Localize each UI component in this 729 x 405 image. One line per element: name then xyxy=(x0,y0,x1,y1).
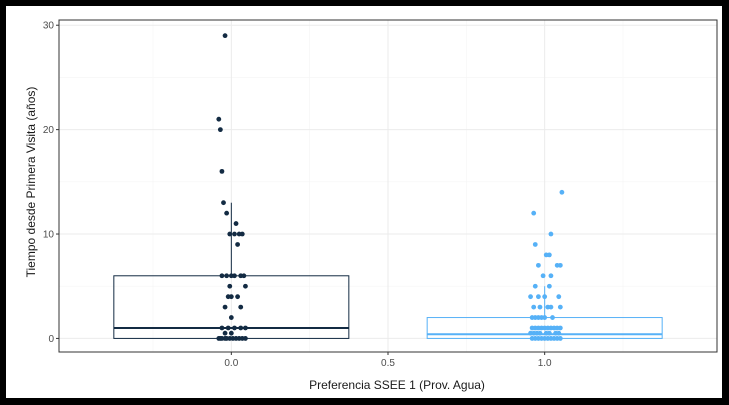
data-point xyxy=(232,325,237,331)
data-point xyxy=(537,304,543,310)
y-tick-label: 10 xyxy=(43,230,55,241)
x-tick-label: 0.5 xyxy=(381,358,395,369)
data-point xyxy=(222,304,228,310)
data-point xyxy=(557,336,563,341)
data-point xyxy=(224,210,230,216)
data-point xyxy=(222,33,228,39)
data-point xyxy=(224,273,230,279)
data-point xyxy=(221,200,226,206)
data-point xyxy=(238,304,244,310)
data-point xyxy=(239,231,245,237)
data-point xyxy=(216,116,222,122)
data-point xyxy=(556,330,562,336)
data-point xyxy=(243,325,248,331)
data-point xyxy=(241,273,247,279)
data-point xyxy=(243,336,248,341)
data-point xyxy=(243,283,248,289)
data-point xyxy=(228,330,234,336)
data-point xyxy=(531,210,537,216)
data-point xyxy=(550,315,555,320)
data-point xyxy=(232,231,237,237)
data-point xyxy=(217,127,223,133)
data-point xyxy=(225,325,231,331)
plot-background xyxy=(6,6,722,398)
data-point xyxy=(536,294,541,300)
data-point xyxy=(233,221,239,226)
data-point xyxy=(557,304,563,310)
data-point xyxy=(232,273,237,279)
data-point xyxy=(228,315,234,320)
data-point xyxy=(548,304,554,310)
data-point xyxy=(542,315,548,320)
axis-ticks: 0 10 20 30 0.0 0.5 1.0 xyxy=(43,21,552,369)
data-point xyxy=(537,330,543,336)
data-point xyxy=(546,283,552,289)
data-point xyxy=(219,325,225,331)
data-point xyxy=(227,231,233,237)
data-point xyxy=(235,242,241,247)
data-point xyxy=(531,304,537,310)
data-point xyxy=(542,294,548,300)
data-point xyxy=(557,262,563,268)
data-point xyxy=(235,294,241,300)
y-tick-label: 20 xyxy=(43,125,55,136)
data-point xyxy=(536,262,541,268)
data-point xyxy=(546,330,552,336)
y-tick-label: 0 xyxy=(48,334,54,345)
point-layer xyxy=(216,33,565,341)
data-point xyxy=(222,330,228,336)
data-point xyxy=(556,294,562,300)
data-point xyxy=(238,325,244,331)
data-point xyxy=(219,168,225,174)
data-point xyxy=(532,283,538,289)
data-point xyxy=(548,231,554,237)
y-axis-title: Tiempo desde Primera Visita (años) xyxy=(24,87,38,278)
y-tick-label: 30 xyxy=(43,21,55,32)
data-point xyxy=(528,294,533,300)
data-point xyxy=(557,325,563,331)
data-point xyxy=(540,273,546,279)
data-point xyxy=(228,294,234,300)
data-point xyxy=(559,189,565,195)
data-point xyxy=(546,252,552,258)
x-axis-title: Preferencia SSEE 1 (Prov. Agua) xyxy=(309,378,485,392)
x-tick-label: 1.0 xyxy=(538,358,552,369)
data-point xyxy=(548,273,554,279)
x-tick-label: 0.0 xyxy=(224,358,238,369)
data-point xyxy=(532,242,538,247)
data-point xyxy=(219,273,225,279)
data-point xyxy=(227,283,233,289)
